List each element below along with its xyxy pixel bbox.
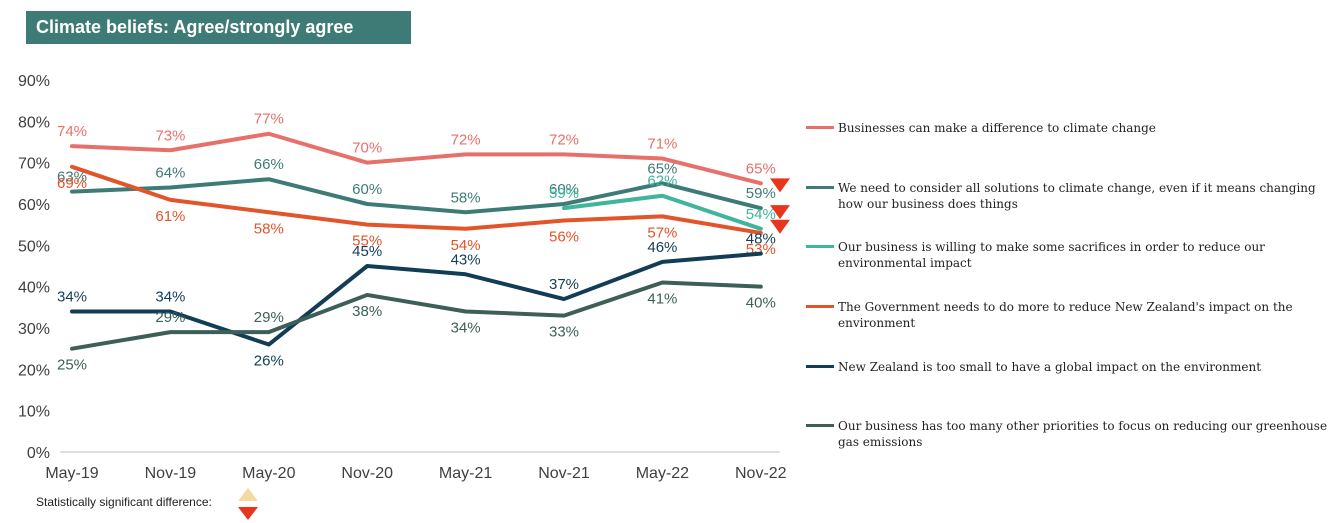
legend-label: The Government needs to do more to reduc…: [838, 300, 1293, 330]
data-label: 63%: [57, 169, 87, 186]
y-tick-label: 40%: [18, 280, 50, 297]
y-tick-label: 20%: [18, 362, 50, 379]
data-label: 43%: [451, 251, 481, 268]
data-label: 58%: [451, 189, 481, 206]
data-label: 26%: [254, 353, 284, 370]
data-label: 66%: [254, 156, 284, 173]
legend-swatch: [806, 245, 834, 248]
x-tick-label: Nov-22: [735, 465, 787, 482]
series-line: [70, 131, 763, 186]
series-line: [70, 251, 763, 347]
data-label: 59%: [549, 185, 579, 202]
data-label: 77%: [254, 111, 284, 128]
significance-down-marker: [770, 178, 790, 193]
legend-swatch: [806, 186, 834, 189]
x-tick-label: May-21: [439, 465, 492, 482]
data-label: 73%: [155, 127, 185, 144]
series-line: [562, 193, 763, 231]
legend-label: New Zealand is too small to have a globa…: [838, 360, 1262, 374]
data-label: 58%: [254, 220, 284, 237]
legend-swatch: [806, 305, 834, 308]
significance-note: Statistically significant difference:: [36, 495, 212, 509]
data-label: 55%: [352, 233, 382, 250]
data-label: 64%: [155, 164, 185, 181]
y-tick-label: 60%: [18, 197, 50, 214]
data-label: 71%: [647, 136, 677, 153]
data-label: 72%: [451, 131, 481, 148]
x-tick-label: May-19: [45, 465, 98, 482]
y-tick-label: 70%: [18, 156, 50, 173]
data-label: 29%: [254, 309, 284, 326]
chart-title: Climate beliefs: Agree/strongly agree: [26, 11, 411, 44]
significance-down-marker: [770, 219, 790, 234]
legend-swatch: [806, 126, 834, 129]
legend-label: We need to consider all solutions to cli…: [838, 181, 1316, 211]
data-label: 45%: [352, 243, 382, 260]
significance-down-marker: [770, 205, 790, 220]
data-label: 56%: [549, 229, 579, 246]
legend-label: Our business is willing to make some sac…: [838, 240, 1265, 270]
data-label: 34%: [155, 288, 185, 305]
y-tick-label: 30%: [18, 321, 50, 338]
x-tick-label: May-22: [636, 465, 689, 482]
significance-down-key-icon: [238, 507, 258, 520]
data-label: 61%: [155, 208, 185, 225]
data-label: 48%: [746, 231, 776, 248]
legend-label: Our business has too many other prioriti…: [838, 419, 1328, 449]
significance-up-key-icon: [238, 488, 258, 501]
series-line: [70, 177, 763, 215]
data-label: 72%: [549, 131, 579, 148]
data-label: 59%: [746, 185, 776, 202]
data-label: 40%: [746, 295, 776, 312]
series-line: [70, 280, 763, 351]
y-tick-label: 0%: [27, 445, 50, 462]
data-label: 65%: [746, 160, 776, 177]
data-label: 25%: [57, 357, 87, 374]
data-label: 65%: [647, 160, 677, 177]
data-label: 34%: [451, 319, 481, 336]
y-tick-label: 10%: [18, 404, 50, 421]
x-tick-label: Nov-19: [145, 465, 197, 482]
legend-label: Businesses can make a difference to clim…: [838, 121, 1156, 135]
data-label: 60%: [549, 181, 579, 198]
data-label: 29%: [155, 309, 185, 326]
data-label: 69%: [57, 175, 87, 192]
legend-swatch: [806, 424, 834, 427]
x-tick-label: May-20: [242, 465, 295, 482]
data-label: 54%: [451, 237, 481, 254]
data-label: 70%: [352, 140, 382, 157]
y-tick-label: 80%: [18, 114, 50, 131]
data-label: 46%: [647, 239, 677, 256]
data-label: 54%: [746, 206, 776, 223]
x-tick-label: Nov-20: [341, 465, 393, 482]
data-label: 38%: [352, 303, 382, 320]
x-tick-label: Nov-21: [538, 465, 590, 482]
legend-swatch: [806, 365, 834, 368]
data-label: 41%: [647, 291, 677, 308]
data-label: 34%: [57, 288, 87, 305]
data-label: 37%: [549, 276, 579, 293]
data-label: 60%: [352, 181, 382, 198]
y-tick-label: 50%: [18, 238, 50, 255]
y-tick-label: 90%: [18, 73, 50, 90]
data-label: 57%: [647, 224, 677, 241]
data-label: 74%: [57, 123, 87, 140]
data-label: 62%: [647, 173, 677, 190]
data-label: 33%: [549, 324, 579, 341]
series-line: [70, 164, 763, 235]
